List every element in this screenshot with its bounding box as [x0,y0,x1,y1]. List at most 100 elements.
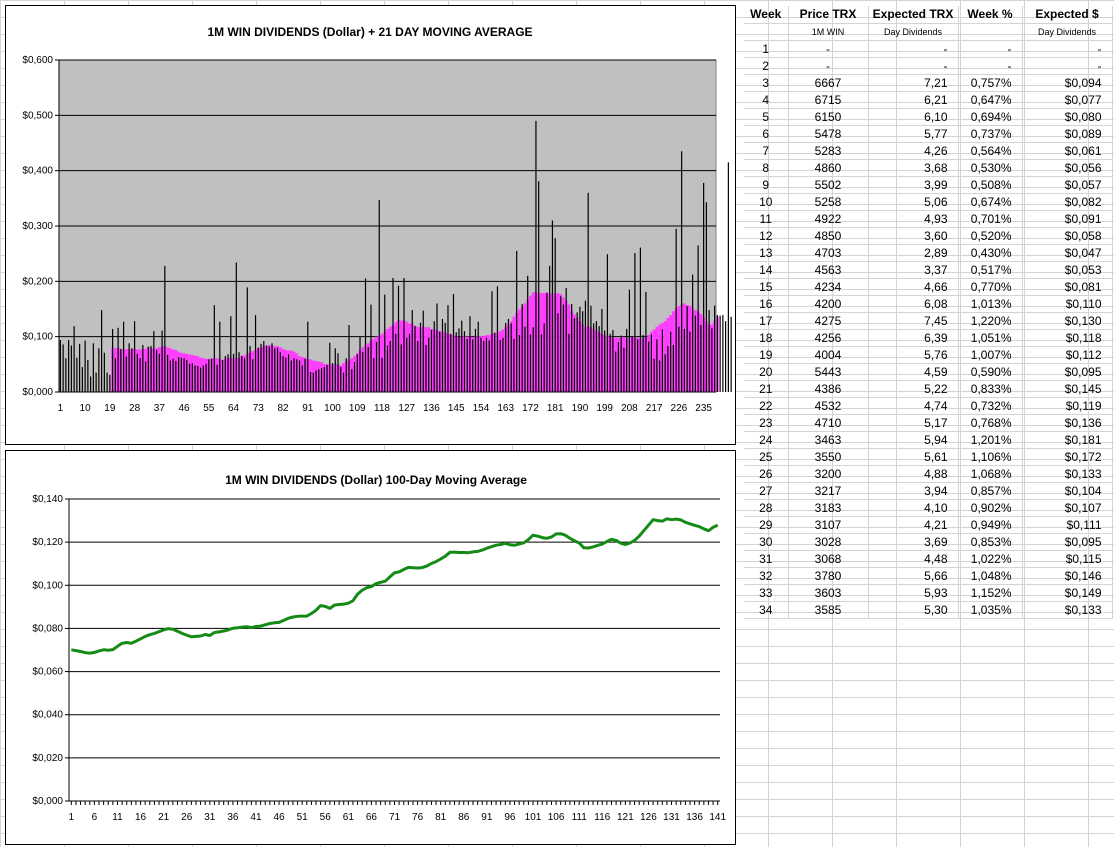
table-row-cell[interactable]: 1,152% [958,584,1023,602]
table-row-cell[interactable]: 0,902% [958,499,1023,517]
table-row-cell[interactable]: 4,26 [868,142,959,160]
table-row-cell[interactable]: 4,48 [868,550,959,568]
table-row-cell[interactable]: 22 [744,397,789,415]
table-header-row-cell[interactable]: Price TRX [788,6,869,24]
table-row-cell[interactable]: 4,10 [868,499,959,517]
table-row-cell[interactable]: 4,59 [868,363,959,381]
chart-dividends-100day[interactable]: 1M WIN DIVIDENDS (Dollar) 100-Day Moving… [5,450,736,845]
table-row-cell[interactable]: $0,094 [1022,74,1113,92]
table-row-cell[interactable]: 3780 [788,567,869,585]
table-row-cell[interactable]: $0,057 [1022,176,1113,194]
table-row-cell[interactable]: 4710 [788,414,869,432]
table-row-cell[interactable]: 5,77 [868,125,959,143]
table-row-cell[interactable]: 4860 [788,159,869,177]
table-row-cell[interactable]: $0,058 [1022,227,1113,245]
table-row-cell[interactable]: $0,061 [1022,142,1113,160]
table-row-cell[interactable]: 3603 [788,584,869,602]
table-row-cell[interactable]: $0,091 [1022,210,1113,228]
table-row-cell[interactable]: 18 [744,329,789,347]
table-row-cell[interactable]: 20 [744,363,789,381]
table-row-cell[interactable]: - [1022,40,1113,58]
table-row-cell[interactable]: 5 [744,108,789,126]
table-row-cell[interactable]: 4850 [788,227,869,245]
table-row-cell[interactable]: 0,701% [958,210,1023,228]
table-row-cell[interactable]: $0,104 [1022,482,1113,500]
table-row-cell[interactable]: 0,949% [958,516,1023,534]
table-row-cell[interactable]: 3,37 [868,261,959,279]
table-row-cell[interactable]: $0,056 [1022,159,1113,177]
table-row-cell[interactable]: 34 [744,601,789,619]
table-row-cell[interactable]: 5,76 [868,346,959,364]
table-row-cell[interactable]: 24 [744,431,789,449]
table-row-cell[interactable]: 0,564% [958,142,1023,160]
table-row-cell[interactable]: $0,053 [1022,261,1113,279]
table-row-cell[interactable]: 5,06 [868,193,959,211]
table-row-cell[interactable]: $0,145 [1022,380,1113,398]
table-row-cell[interactable]: 4004 [788,346,869,364]
table-row-cell[interactable]: 5,66 [868,567,959,585]
table-row-cell[interactable]: - [788,57,869,75]
table-row-cell[interactable]: 0,590% [958,363,1023,381]
table-row-cell[interactable]: 3,68 [868,159,959,177]
table-row-cell[interactable]: $0,133 [1022,601,1113,619]
table-row-cell[interactable]: 4922 [788,210,869,228]
table-row-cell[interactable]: 5258 [788,193,869,211]
table-row-cell[interactable]: 5,94 [868,431,959,449]
table-row-cell[interactable]: 0,757% [958,74,1023,92]
table-row-cell[interactable]: 17 [744,312,789,330]
table-row-cell[interactable]: - [958,40,1023,58]
table-row-cell[interactable]: $0,047 [1022,244,1113,262]
table-row-cell[interactable]: 5502 [788,176,869,194]
table-row-cell[interactable]: - [1022,57,1113,75]
table-row-cell[interactable]: $0,089 [1022,125,1113,143]
table-row-cell[interactable]: 33 [744,584,789,602]
table-row-cell[interactable]: 7,21 [868,74,959,92]
table-row-cell[interactable]: 26 [744,465,789,483]
table-row-cell[interactable]: $0,149 [1022,584,1113,602]
table-row-cell[interactable]: 3107 [788,516,869,534]
table-row-cell[interactable]: 4,66 [868,278,959,296]
table-row-cell[interactable]: 16 [744,295,789,313]
table-row-cell[interactable]: 1,007% [958,346,1023,364]
table-row-cell[interactable]: - [788,40,869,58]
table-row-cell[interactable]: 0,833% [958,380,1023,398]
table-row-cell[interactable]: 5283 [788,142,869,160]
table-row-cell[interactable]: $0,112 [1022,346,1113,364]
table-row-cell[interactable]: 6 [744,125,789,143]
table-row-cell[interactable]: 0,768% [958,414,1023,432]
table-row-cell[interactable]: 6,10 [868,108,959,126]
table-header-row-cell[interactable]: Expected TRX [868,6,959,24]
table-row-cell[interactable]: 6150 [788,108,869,126]
table-row-cell[interactable]: 3183 [788,499,869,517]
table-row-cell[interactable]: 31 [744,550,789,568]
table-row-cell[interactable]: 7,45 [868,312,959,330]
table-row-cell[interactable]: $0,107 [1022,499,1113,517]
table-row-cell[interactable]: 4256 [788,329,869,347]
table-row-cell[interactable]: 29 [744,516,789,534]
table-row-cell[interactable]: 23 [744,414,789,432]
table-row-cell[interactable]: $0,081 [1022,278,1113,296]
table-header-row-cell[interactable]: Expected $ [1022,6,1113,24]
table-subheader-row-cell[interactable]: Day Dividends [1022,23,1113,41]
table-row-cell[interactable]: 1,068% [958,465,1023,483]
table-row-cell[interactable]: 0,520% [958,227,1023,245]
table-row-cell[interactable]: 1,035% [958,601,1023,619]
table-row-cell[interactable]: 4,88 [868,465,959,483]
table-row-cell[interactable]: 0,853% [958,533,1023,551]
table-row-cell[interactable]: 0,530% [958,159,1023,177]
table-row-cell[interactable]: - [868,57,959,75]
table-row-cell[interactable]: 0,857% [958,482,1023,500]
table-row-cell[interactable]: $0,080 [1022,108,1113,126]
table-row-cell[interactable]: 4234 [788,278,869,296]
table-row-cell[interactable]: 5443 [788,363,869,381]
table-row-cell[interactable]: 5,61 [868,448,959,466]
table-row-cell[interactable]: 0,732% [958,397,1023,415]
table-row-cell[interactable]: $0,133 [1022,465,1113,483]
table-row-cell[interactable]: - [868,40,959,58]
table-row-cell[interactable]: 30 [744,533,789,551]
table-row-cell[interactable]: 0,674% [958,193,1023,211]
table-row-cell[interactable]: $0,119 [1022,397,1113,415]
table-row-cell[interactable]: 0,694% [958,108,1023,126]
table-row-cell[interactable]: 5478 [788,125,869,143]
table-row-cell[interactable]: 3550 [788,448,869,466]
